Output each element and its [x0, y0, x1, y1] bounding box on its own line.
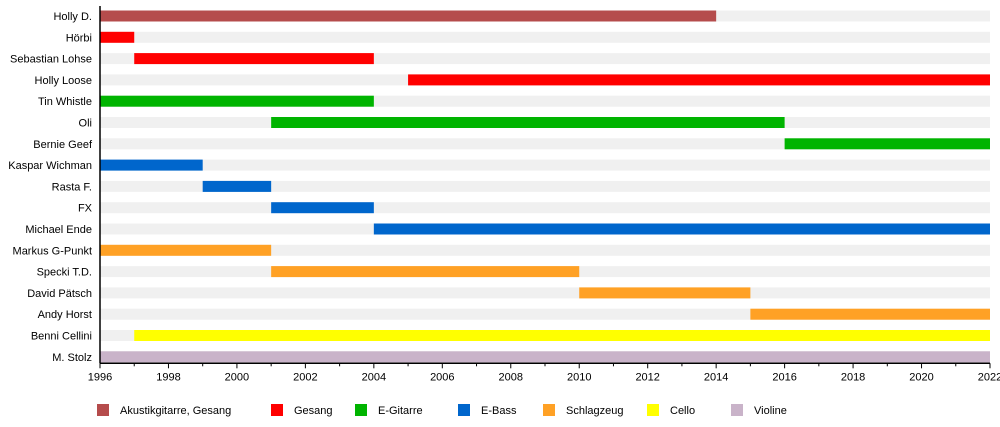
member-label: Hörbi	[66, 32, 92, 44]
x-tick-label: 2006	[430, 371, 454, 383]
member-bar	[100, 351, 990, 363]
row-background	[100, 138, 990, 150]
row-background	[100, 53, 990, 65]
legend-label: Gesang	[294, 405, 333, 417]
row-background	[100, 180, 990, 192]
member-bar	[100, 244, 272, 256]
member-label: Holly D.	[53, 11, 92, 23]
x-tick-label: 2004	[362, 371, 386, 383]
member-label: Rasta F.	[52, 181, 92, 193]
legend-label: E-Bass	[481, 405, 517, 417]
row-background	[100, 202, 990, 214]
legend-swatch	[458, 404, 470, 416]
x-tick-label: 2000	[225, 371, 249, 383]
member-bar	[134, 330, 990, 341]
member-label: Benni Cellini	[31, 331, 92, 343]
member-bar	[408, 74, 991, 86]
row-background	[100, 244, 990, 256]
member-bar	[100, 95, 374, 107]
row-background	[100, 287, 990, 299]
legend-swatch	[355, 404, 367, 416]
member-bar	[750, 308, 990, 320]
x-tick-label: 2020	[909, 371, 933, 383]
member-label: Holly Loose	[35, 75, 92, 87]
legend-label: Akustikgitarre, Gesang	[120, 405, 231, 417]
row-background	[100, 159, 990, 171]
member-bar	[100, 31, 135, 43]
x-tick-label: 2018	[841, 371, 865, 383]
member-label: Bernie Geef	[33, 139, 93, 151]
legend-swatch	[543, 404, 555, 416]
x-tick-label: 2022	[978, 371, 1000, 383]
x-tick-label: 2016	[772, 371, 796, 383]
row-background	[100, 308, 990, 320]
member-bar	[100, 10, 717, 22]
row-background	[100, 31, 990, 43]
member-label: Andy Horst	[38, 309, 92, 321]
member-bar	[100, 159, 203, 171]
member-label: Kaspar Wichman	[8, 160, 92, 172]
row-background	[100, 95, 990, 107]
member-bar	[134, 53, 374, 65]
legend-swatch	[731, 404, 743, 416]
x-tick-label: 1998	[156, 371, 180, 383]
member-bar	[202, 180, 272, 192]
x-tick-label: 2002	[293, 371, 317, 383]
member-bar	[271, 202, 374, 214]
legend-swatch	[647, 404, 659, 416]
member-label: Michael Ende	[25, 224, 92, 236]
x-tick-label: 2012	[635, 371, 659, 383]
member-label: M. Stolz	[52, 352, 92, 364]
member-bar	[579, 287, 751, 299]
legend-swatch	[97, 404, 109, 416]
member-label: Oli	[79, 118, 92, 130]
member-bar	[271, 266, 580, 278]
member-bar	[271, 117, 785, 128]
member-label: David Pätsch	[27, 288, 92, 300]
x-tick-label: 2014	[704, 371, 728, 383]
legend-swatch	[271, 404, 283, 416]
member-label: Sebastian Lohse	[10, 54, 92, 66]
member-bar	[373, 223, 990, 235]
legend-label: Schlagzeug	[566, 405, 624, 417]
member-label: FX	[78, 203, 93, 215]
legend-label: E-Gitarre	[378, 405, 423, 417]
legend-label: Cello	[670, 405, 695, 417]
x-tick-label: 2010	[567, 371, 591, 383]
member-label: Specki T.D.	[37, 267, 92, 279]
member-label: Markus G-Punkt	[13, 245, 92, 257]
member-label: Tin Whistle	[38, 96, 92, 108]
x-tick-label: 2008	[499, 371, 523, 383]
member-bar	[784, 138, 990, 150]
x-tick-label: 1996	[88, 371, 112, 383]
legend-label: Violine	[754, 405, 787, 417]
